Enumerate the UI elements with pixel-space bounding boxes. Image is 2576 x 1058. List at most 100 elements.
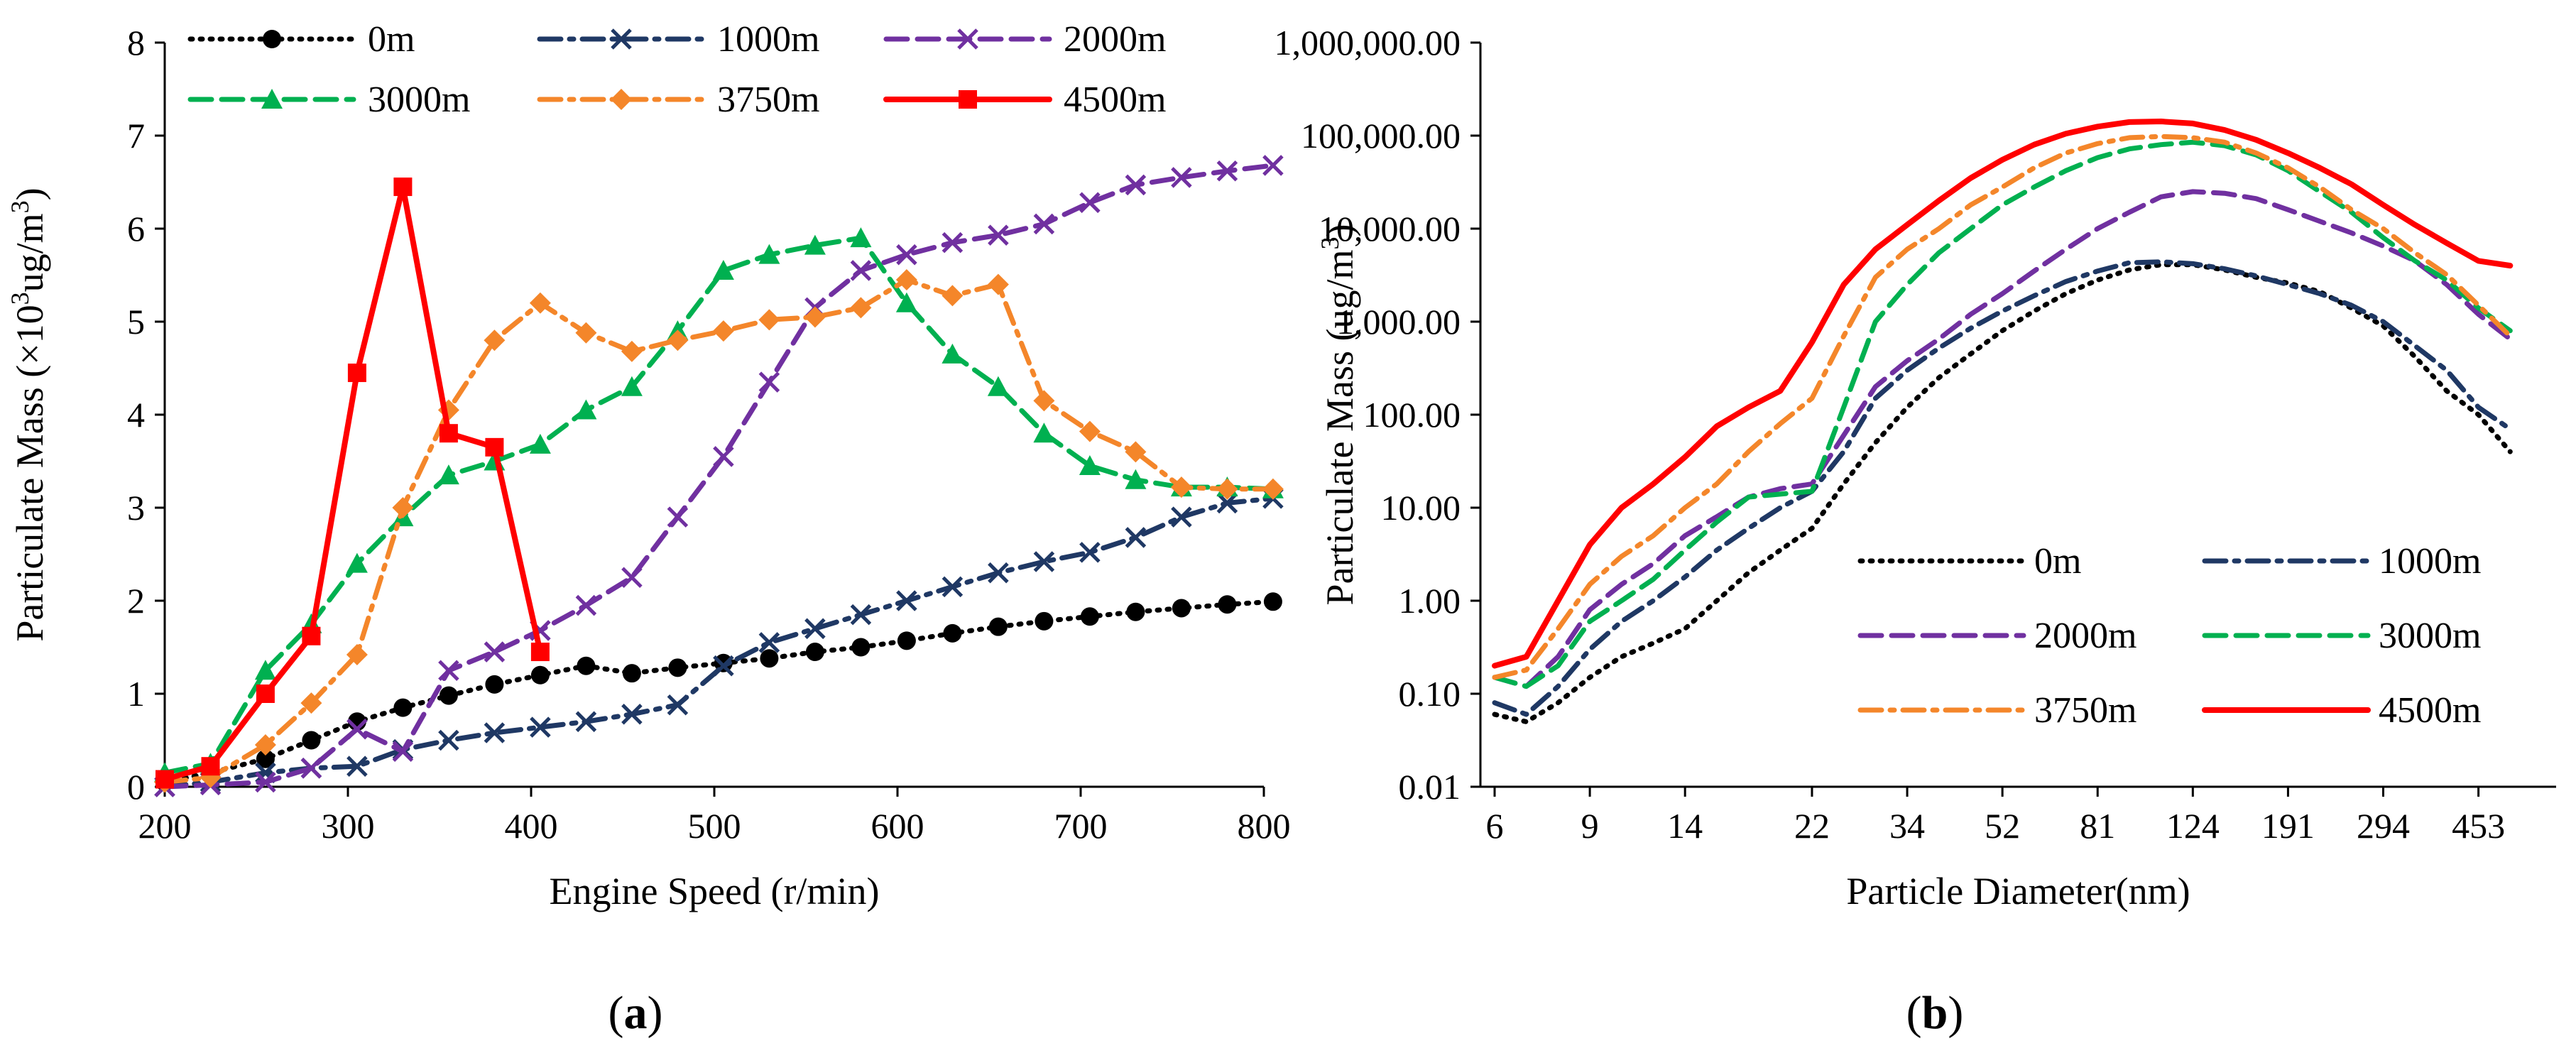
y-tick-label: 0 [127,767,145,807]
y-tick-label: 7 [127,116,145,156]
data-point-0m [668,658,687,677]
y-tick-label: 100.00 [1363,395,1461,435]
data-point-3000m [712,259,734,280]
data-point-2000m [850,260,872,281]
data-point-2000m [1216,160,1238,182]
legend-item-3750m: 3750m [1857,690,2136,731]
data-point-2000m [758,371,780,393]
data-point-0m [439,686,458,705]
y-tick-label: 1,000,000.00 [1275,23,1461,62]
y-tick-label: 10.00 [1381,488,1461,528]
data-point-2000m [1262,155,1284,176]
x-tick-label: 191 [2261,806,2315,846]
legend-marker [957,28,978,50]
legend-label: 2000m [1064,19,1166,60]
series-line-3000m [1492,139,2513,689]
x-tick-label: 6 [1486,806,1504,846]
data-point-3000m [1125,469,1147,489]
data-point-1000m [804,618,826,640]
legend-label: 2000m [2034,616,2136,656]
x-tick-label: 400 [505,806,558,846]
y-axis-label-part: Particulate Mass (ug/m [1319,250,1361,606]
data-point-0m [760,649,779,668]
data-point-3750m [575,322,597,344]
data-point-4500m [302,626,321,645]
series-line-1000m [1492,259,2513,717]
series-4500m [155,178,550,789]
data-point-0m [988,617,1008,636]
data-point-3000m [621,376,643,396]
data-point-3000m [758,244,780,264]
panel-a-line-chart: 0 1 2 3 4 5 6 7 8 200 300 400 500 600 700 800 Engine Spe… [6,19,1291,912]
data-point-3750m [895,269,917,291]
x-tick-label: 800 [1238,806,1291,846]
panel-b-caption: (b) [1906,987,1964,1039]
x-tick-label: 600 [871,806,924,846]
data-point-1000m [667,694,689,716]
data-point-4500m [155,770,174,789]
data-point-2000m [484,641,506,662]
series-line-2000m [162,163,1276,790]
legend-item-4500m: 4500m [883,80,1166,120]
data-point-1000m [896,590,917,611]
data-point-3750m [850,297,872,319]
data-point-4500m [530,643,550,662]
legend-label: 3000m [2379,616,2481,656]
data-point-4500m [485,437,504,457]
y-tick-label: 100,000.00 [1301,116,1461,156]
data-point-1000m [758,632,780,653]
y-tick-label: 1,000.00 [1336,302,1461,342]
data-point-1000m [1079,542,1101,563]
data-point-2000m [438,660,459,682]
data-point-3750m [712,320,734,342]
data-point-3000m [850,227,872,248]
legend-item-0m: 0m [1857,541,2081,582]
data-point-1000m [1033,551,1055,572]
x-tick-label: 52 [1985,806,2020,846]
legend-item-3000m: 3000m [2202,616,2481,656]
data-point-2000m [713,446,734,467]
data-point-1000m [1125,527,1147,548]
data-point-2000m [392,741,414,762]
x-tick-label: 34 [1889,806,1925,846]
x-tick-label: 81 [2080,806,2115,846]
y-tick-label: 5 [127,302,145,342]
data-point-0m [1263,592,1282,611]
data-point-3750m [621,340,643,362]
legend: 0m 1000m 2000m 3000m 3750m 4500m [187,19,1166,120]
data-point-3750m [1170,476,1192,498]
legend-label: 1000m [2379,541,2481,582]
legend-marker [959,90,977,109]
series-line-2000m [1492,189,2513,689]
data-point-1000m [530,716,551,738]
data-point-0m [1080,607,1099,626]
y-tick-label: 3 [127,488,145,528]
data-point-3750m [1262,478,1284,500]
series-0m [155,592,1282,792]
data-point-1000m [438,729,459,751]
data-point-3750m [987,273,1009,295]
y-axis-label-superscript: 3 [6,292,34,305]
data-point-0m [530,665,550,685]
data-point-0m [256,749,275,768]
y-axis-label-part: ) [1319,224,1361,237]
data-point-3750m [804,306,826,328]
legend-item-0m: 0m [187,19,415,60]
data-point-0m [1218,595,1237,614]
series-1000m [154,488,1284,797]
data-point-1000m [850,604,872,626]
data-point-0m [943,623,962,643]
data-point-3750m [1079,420,1101,442]
data-point-4500m [201,757,220,776]
y-axis-label-part: Particulate Mass (×10 [9,305,51,641]
legend-marker [263,30,281,48]
legend-item-3750m: 3750m [537,80,819,120]
data-point-3750m [529,292,551,314]
x-axis-label: Particle Diameter(nm) [1846,870,2190,912]
data-point-3000m [346,552,368,573]
series-line-3750m [1492,133,2513,680]
y-axis-label-part: ug/m [9,213,51,292]
y-tick-label: 8 [127,23,145,62]
data-point-1000m [1171,506,1192,528]
data-point-3750m [254,734,276,756]
